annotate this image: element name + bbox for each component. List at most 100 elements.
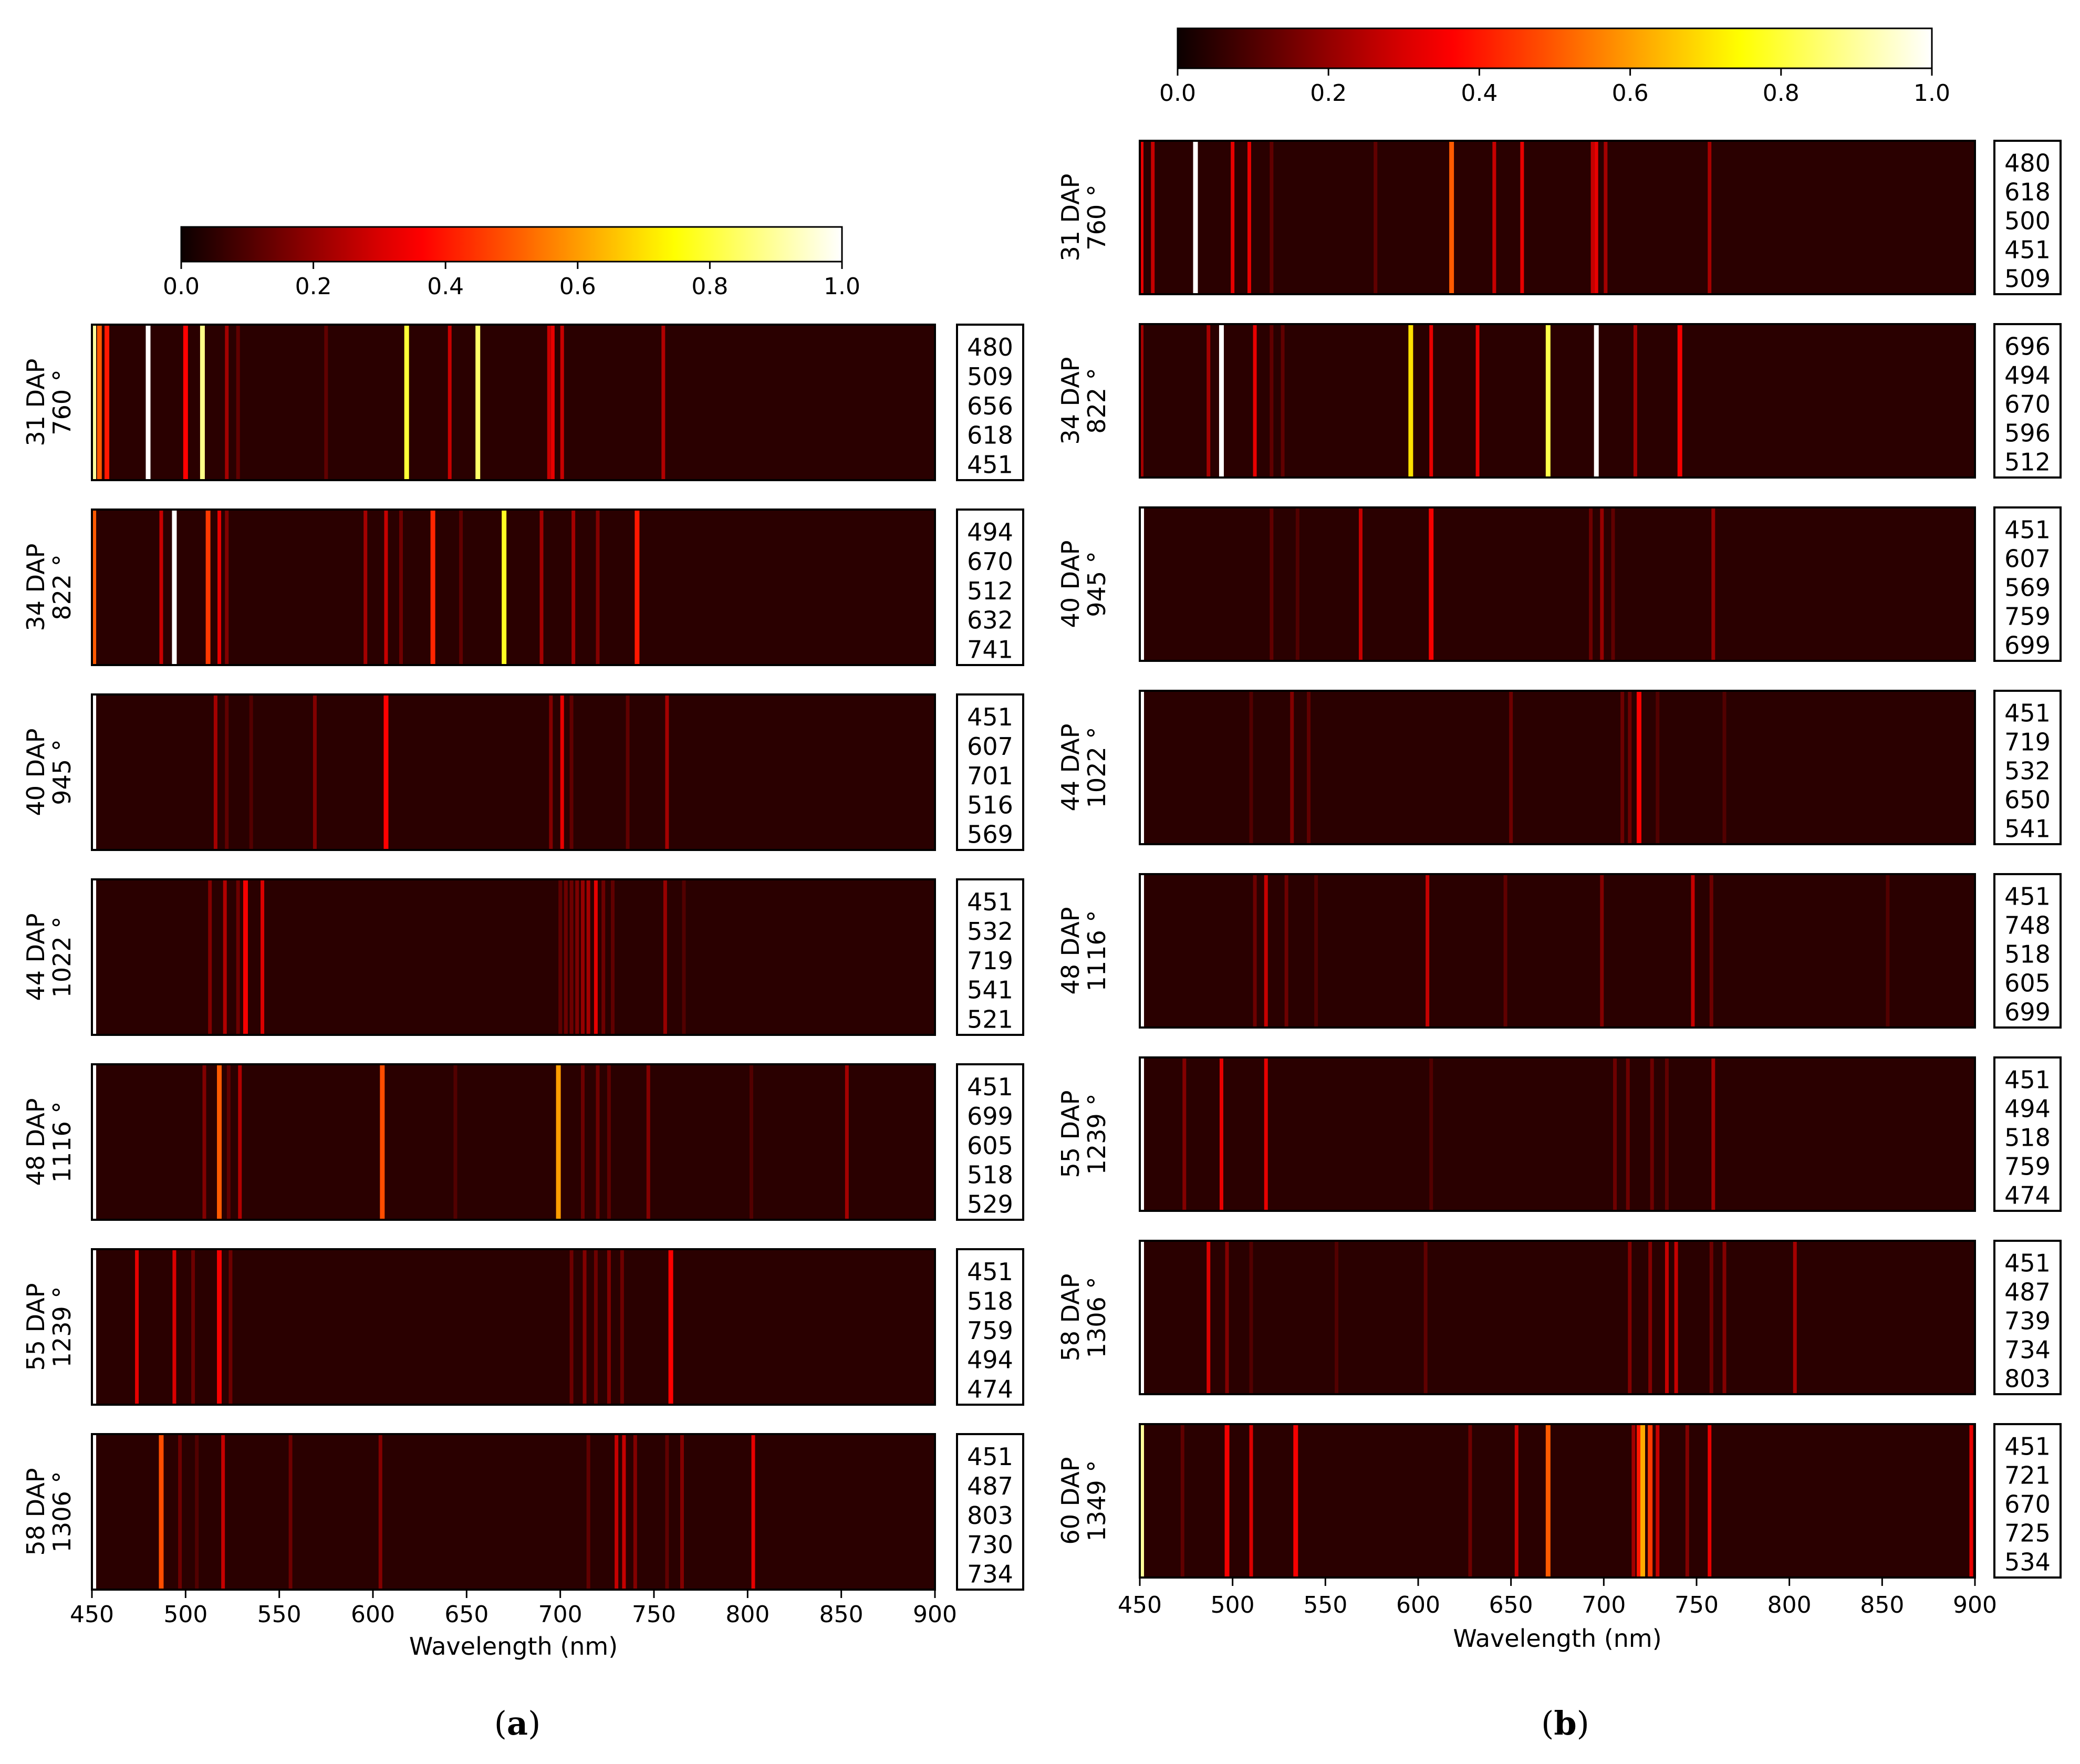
spectral-line-716nm xyxy=(1631,1424,1636,1578)
row-label-dap: 48 DAP xyxy=(22,1098,50,1186)
spectral-line-712nm xyxy=(580,1064,585,1220)
spectral-line-516nm xyxy=(213,694,217,850)
wavelength-code: 494 xyxy=(2004,1094,2051,1123)
spectral-line-596nm xyxy=(363,510,368,665)
spectral-line-719nm xyxy=(1636,691,1641,844)
spectral-line-706nm xyxy=(1613,1057,1617,1211)
x-tick-label: 550 xyxy=(257,1601,301,1628)
spectral-line-714nm xyxy=(1628,1241,1632,1394)
row-label-dap: 40 DAP xyxy=(22,729,50,816)
spectrum-background xyxy=(92,879,935,1035)
spectral-line-509nm xyxy=(200,325,205,480)
colorbar-b: 0.0 0.2 0.4 0.6 0.8 1.0 xyxy=(1159,27,1950,107)
x-tick-label: 450 xyxy=(70,1601,114,1628)
wavelength-code: 494 xyxy=(967,1346,1013,1374)
spectral-line-759nm xyxy=(668,1249,673,1405)
wavelength-code: 534 xyxy=(2004,1548,2051,1576)
spectral-line-712nm xyxy=(580,879,585,1035)
spectral-line-709nm xyxy=(575,879,579,1035)
spectral-line-521nm xyxy=(1270,141,1274,294)
spectral-line-757nm xyxy=(1708,141,1712,294)
spectrum-background xyxy=(92,1249,935,1405)
colorbar-gradient xyxy=(180,226,843,263)
colorbar-tick-label: 0.8 xyxy=(691,273,728,300)
wavelength-code: 518 xyxy=(967,1161,1013,1189)
row-label-degree: 945 ° xyxy=(1083,551,1111,617)
spectral-line-739nm xyxy=(1674,1241,1678,1394)
wavelength-code: 451 xyxy=(2004,1432,2051,1460)
x-tick-label: 650 xyxy=(1489,1592,1533,1618)
row-label-dap: 55 DAP xyxy=(1056,1091,1085,1178)
spectral-line-729nm xyxy=(1656,691,1660,844)
x-tick-label: 500 xyxy=(163,1601,207,1628)
spectral-line-510nm xyxy=(202,1064,206,1220)
wavelength-code: 670 xyxy=(2004,390,2051,419)
spectral-line-717nm xyxy=(1633,324,1637,478)
x-tick-label: 900 xyxy=(1953,1592,1997,1618)
spectral-line-451nm xyxy=(1139,1241,1145,1394)
row-label-dap: 34 DAP xyxy=(1056,357,1085,445)
spectral-line-534nm xyxy=(1293,1424,1298,1578)
spectral-line-522nm xyxy=(225,694,229,850)
spectral-line-556nm xyxy=(1335,1241,1339,1394)
x-tick-label: 600 xyxy=(351,1601,395,1628)
spectral-line-451nm xyxy=(1139,691,1145,844)
wavelength-code: 721 xyxy=(2004,1461,2051,1489)
spectral-line-605nm xyxy=(380,1064,385,1220)
code-box-frame xyxy=(1993,506,2062,662)
wavelength-code: 607 xyxy=(2004,544,2051,573)
spectral-line-494nm xyxy=(172,1249,176,1405)
code-box-frame xyxy=(956,1248,1024,1406)
spectral-line-707nm xyxy=(571,510,576,665)
caption-paren: ) xyxy=(1577,1704,1589,1742)
spectral-line-706nm xyxy=(569,694,574,850)
spectral-line-898nm xyxy=(1969,1424,1973,1578)
spectral-line-521nm xyxy=(1270,324,1274,478)
spectral-line-644nm xyxy=(453,1064,457,1220)
spectral-line-527nm xyxy=(1281,324,1285,478)
spectral-line-607nm xyxy=(1429,507,1434,661)
row-label: 40 DAP945 ° xyxy=(22,729,76,816)
spectral-line-451nm xyxy=(91,1064,97,1220)
spectral-line-765nm xyxy=(1722,691,1727,844)
spectral-line-758nm xyxy=(1709,1241,1713,1394)
spectral-line-757nm xyxy=(1708,1424,1712,1578)
wavelength-code: 494 xyxy=(2004,361,2051,389)
colorbar-tick-label: 0.8 xyxy=(1763,80,1800,107)
wavelength-code: 487 xyxy=(2004,1278,2051,1306)
spectral-line-701nm xyxy=(560,694,564,850)
spectral-line-802nm xyxy=(749,1064,753,1220)
wavelength-code: 451 xyxy=(2004,515,2051,544)
spectrum-frame xyxy=(91,693,936,851)
spectral-line-656nm xyxy=(475,325,481,480)
wavelength-code: 509 xyxy=(967,362,1013,391)
row-label-dap: 58 DAP xyxy=(1056,1274,1085,1362)
spectral-line-451nm xyxy=(91,1434,97,1590)
panel-caption-a: (a) xyxy=(494,1704,541,1742)
spectral-line-734nm xyxy=(622,1434,626,1590)
spectral-line-457nm xyxy=(1151,141,1155,294)
caption-letter: b xyxy=(1554,1704,1576,1742)
spectral-line-632nm xyxy=(1475,324,1480,478)
row-label: 44 DAP1022 ° xyxy=(22,914,76,1001)
spectral-line-720nm xyxy=(596,1064,600,1220)
spectral-line-723nm xyxy=(601,879,606,1035)
spectral-line-756nm xyxy=(663,879,667,1035)
colorbar-gradient xyxy=(1177,27,1933,69)
row-label: 60 DAP1349 ° xyxy=(1056,1457,1111,1545)
x-axis-a: 450 500 550 600 650 700 750 800 850 900 xyxy=(70,1590,957,1628)
row-label-degree: 1022 ° xyxy=(48,917,76,998)
x-axis-label-a: Wavelength (nm) xyxy=(409,1632,618,1661)
spectral-line-532nm xyxy=(1290,691,1294,844)
colorbar-tick-label: 0.2 xyxy=(1310,80,1347,107)
spectral-line-715nm xyxy=(586,1434,590,1590)
spectral-line-719nm xyxy=(594,879,598,1035)
spectral-line-647nm xyxy=(459,510,463,665)
